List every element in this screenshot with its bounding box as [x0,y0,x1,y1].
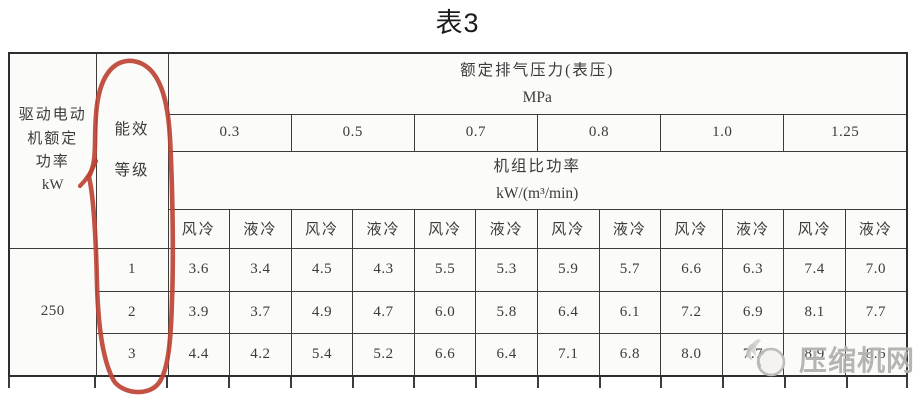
pressure-header-cell: 额定排气压力(表压) MPa [167,52,908,115]
spec-value-cell: 6.4 [475,332,538,377]
spec-value-cell: 6.8 [598,332,662,377]
cooling-label-cell: 风冷 [290,208,354,249]
spec-value-cell: 3.6 [167,247,231,292]
spec-value-cell: 7.7 [721,332,785,377]
efficiency-table: 驱动电动 机额定 功率 kW 能效 等级 额定排气压力(表压) MPa [8,52,908,377]
motor-power-header-cell: 驱动电动 机额定 功率 kW [8,52,97,249]
spec-value-cell: 6.6 [660,247,723,292]
spec-value-cell: 5.4 [290,332,354,377]
spec-value-cell: 8.6 [844,332,908,377]
pressure-value-cell: 1.25 [783,113,908,152]
specific-power-header-cell: 机组比功率 kW/(m³/min) [167,150,908,210]
header-row-pressure-title: 驱动电动 机额定 功率 kW 能效 等级 额定排气压力(表压) MPa [8,52,908,249]
pressure-value-cell: 1.0 [660,113,785,152]
spec-value-cell: 7.7 [844,290,908,334]
spec-value-cell: 3.9 [167,290,231,334]
header-row-pressure-values: 0.3 0.5 0.7 0.8 1.0 1.25 [9,113,908,152]
spec-value-cell: 7.4 [783,247,846,292]
efficiency-grade-header-cell: 能效 等级 [95,52,169,249]
data-row-grade-2: 2 3.9 3.7 4.9 4.7 6.0 5.8 6.4 6.1 7.2 6.… [9,290,908,334]
spec-value-cell: 6.9 [721,290,785,334]
motor-power-line: 功率 [35,153,70,170]
cooling-label-cell: 风冷 [783,208,846,249]
spec-value-cell: 7.1 [536,332,600,377]
cooling-label-cell: 液冷 [844,208,908,249]
spec-value-cell: 5.9 [536,247,600,292]
cooling-label-cell: 液冷 [475,208,538,249]
spec-value-cell: 5.3 [475,247,538,292]
cooling-label-cell: 风冷 [167,208,231,249]
efficiency-grade-line: 等级 [114,161,150,179]
table-title: 表3 [435,8,480,38]
spec-value-cell: 3.4 [229,247,292,292]
spec-value-cell: 3.7 [229,290,292,334]
header-row-specific-power: 机组比功率 kW/(m³/min) [9,150,908,210]
motor-power-line: 机额定 [27,130,79,147]
spec-value-cell: 8.1 [783,290,846,334]
spec-value-cell: 6.0 [413,290,477,334]
pressure-value-cell: 0.3 [167,113,292,152]
pressure-unit: MPa [522,88,552,106]
cooling-label-cell: 液冷 [352,208,415,249]
grade-cell: 1 [95,247,169,292]
specific-power-title: 机组比功率 [493,157,581,175]
spec-value-cell: 5.2 [352,332,415,377]
spec-value-cell: 6.1 [598,290,662,334]
spec-value-cell: 4.3 [352,247,415,292]
spec-value-cell: 5.7 [598,247,662,292]
spec-value-cell: 6.4 [536,290,600,334]
spec-value-cell: 5.8 [475,290,538,334]
efficiency-grade-line: 能效 [114,121,150,139]
spec-value-cell: 7.2 [660,290,723,334]
cooling-label-cell: 风冷 [536,208,600,249]
spec-value-cell: 8.0 [660,332,723,377]
spec-value-cell: 4.9 [290,290,354,334]
motor-power-line: 驱动电动 [18,107,87,124]
pressure-value-cell: 0.8 [536,113,662,152]
spec-value-cell: 7.0 [844,247,908,292]
cooling-label-cell: 风冷 [413,208,477,249]
cooling-label-cell: 液冷 [229,208,292,249]
pressure-value-cell: 0.5 [290,113,415,152]
grade-cell: 2 [95,290,169,334]
spec-value-cell: 4.5 [290,247,354,292]
motor-power-unit: kW [41,177,64,193]
cooling-label-cell: 液冷 [598,208,662,249]
pressure-value-cell: 0.7 [413,113,538,152]
specific-power-unit: kW/(m³/min) [496,185,579,202]
spec-value-cell: 5.5 [413,247,477,292]
data-row-grade-3: 3 4.4 4.2 5.4 5.2 6.6 6.4 7.1 6.8 8.0 7.… [9,332,908,377]
data-row-grade-1: 250 1 3.6 3.4 4.5 4.3 5.5 5.3 5.9 5.7 6.… [8,247,908,377]
grade-cell: 3 [95,332,169,377]
spec-value-cell: 4.7 [352,290,415,334]
spec-value-cell: 4.2 [229,332,292,377]
spec-value-cell: 4.4 [167,332,231,377]
pressure-title: 额定排气压力(表压) [460,61,615,79]
motor-power-value-cell: 250 [8,247,97,377]
spec-value-cell: 8.9 [783,332,846,377]
spec-value-cell: 6.3 [721,247,785,292]
cooling-label-cell: 风冷 [660,208,723,249]
cooling-label-cell: 液冷 [721,208,785,249]
spec-value-cell: 6.6 [413,332,477,377]
